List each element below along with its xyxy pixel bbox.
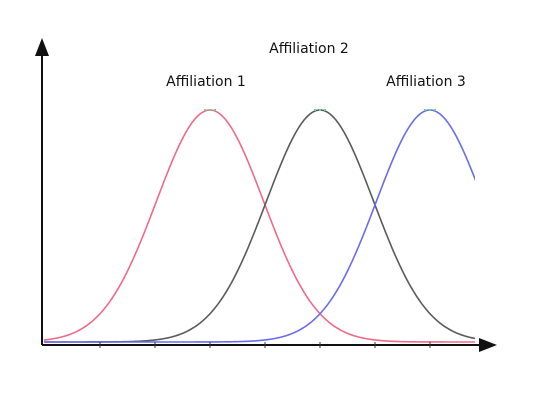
x-axis-arrow [479,338,497,352]
x-ticks [99,342,431,348]
curve-label: Affiliation 1 [166,74,246,90]
curves [43,109,475,343]
curve-label: Affiliation 2 [269,41,349,57]
y-axis-arrow [35,38,49,56]
curve [43,109,475,343]
curve [44,109,475,343]
curve [44,109,475,343]
curve-label: Affiliation 3 [386,74,466,90]
